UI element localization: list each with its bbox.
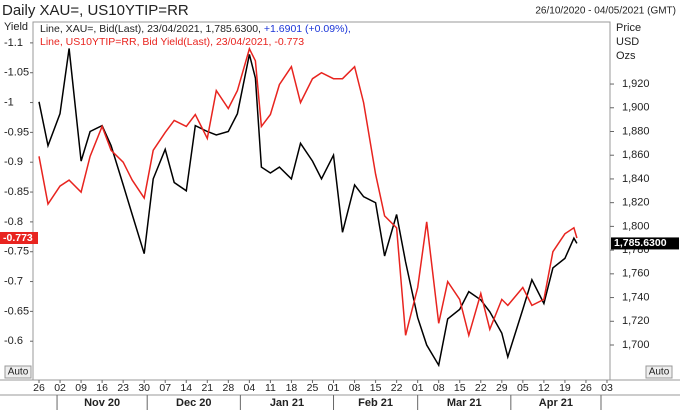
legend: Line, XAU=, Bid(Last), 23/04/2021, 1,785… [40, 23, 354, 48]
x-tick-label: 25 [307, 382, 319, 394]
x-tick-label: 26 [33, 382, 45, 394]
x-tick-label: 01 [328, 382, 340, 394]
y-tick-label: -0.6 [4, 335, 23, 347]
y2-tick-label: 1,920 [622, 78, 650, 90]
y-tick-label: -0.9 [4, 156, 23, 168]
y-tick-label: -1 [4, 96, 14, 108]
x-tick-label: 22 [391, 382, 403, 394]
y-tick-label: -0.7 [4, 275, 23, 287]
series-line [38, 46, 578, 339]
y-tick-label: -1.1 [4, 37, 23, 49]
y2-tick-label: 1,860 [622, 149, 650, 161]
plot-frame [32, 21, 611, 381]
y2-tick-label: 1,720 [622, 315, 650, 327]
auto-label[interactable]: Auto [8, 367, 29, 378]
x-group-label: Mar 21 [447, 397, 482, 409]
y2-axis-label: Price [616, 22, 641, 34]
y-tick-label: -0.8 [4, 216, 23, 228]
y2-tick-label: 1,840 [622, 173, 650, 185]
last-value-flag [0, 231, 38, 244]
x-tick-label: 30 [138, 382, 150, 394]
chart-title: Daily XAU=, US10YTIP=RR [2, 2, 189, 19]
x-group-label: Feb 21 [358, 397, 393, 409]
x-tick-label: 12 [538, 382, 550, 394]
x-tick-label: 11 [265, 382, 276, 394]
x-tick-label: 23 [117, 382, 129, 394]
x-tick-label: 29 [496, 382, 508, 394]
x-group-label: Nov 20 [84, 397, 120, 409]
x-tick-label: 02 [54, 382, 66, 394]
auto-button[interactable] [645, 365, 673, 379]
x-tick-label: 15 [370, 382, 382, 394]
x-tick-label: 01 [412, 382, 424, 394]
x-tick-label: 08 [433, 382, 445, 394]
x-tick-label: 18 [286, 382, 298, 394]
series-line [38, 48, 578, 368]
y2-tick-label: 1,820 [622, 197, 650, 209]
date-range: 26/10/2020 - 04/05/2021 (GMT) [535, 6, 676, 17]
x-group-label: Jan 21 [270, 397, 304, 409]
y2-tick-label: 1,700 [622, 339, 650, 351]
y-tick-label: -1.05 [4, 67, 29, 79]
x-tick-label: 22 [475, 382, 487, 394]
y2-tick-label: 1,760 [622, 268, 650, 280]
last-value-flag [611, 237, 679, 250]
auto-label[interactable]: Auto [649, 367, 670, 378]
y2-tick-label: 1,740 [622, 291, 650, 303]
x-tick-label: 28 [222, 382, 234, 394]
y-axis-label: Yield [4, 21, 28, 33]
y2-tick-label: 1,900 [622, 102, 650, 114]
x-tick-label: 14 [180, 382, 192, 394]
y2-axis-label: Ozs [616, 50, 636, 62]
y-tick-label: -0.85 [4, 186, 29, 198]
x-tick-label: 21 [201, 382, 213, 394]
x-tick-label: 09 [75, 382, 87, 394]
auto-button[interactable] [4, 365, 32, 379]
legend-change: +1.6901 (+0.09%), [264, 23, 351, 35]
last-value-label: 1,785.6300 [614, 237, 667, 249]
x-tick-label: 08 [349, 382, 361, 394]
y-tick-label: -0.65 [4, 305, 29, 317]
x-tick-label: 19 [559, 382, 571, 394]
x-tick-label: 26 [580, 382, 592, 394]
legend-entry: Line, US10YTIP=RR, Bid Yield(Last), 23/0… [40, 36, 304, 48]
x-group-label: Apr 21 [539, 397, 573, 409]
x-tick-label: 07 [159, 382, 171, 394]
last-value-label: -0.773 [3, 232, 33, 244]
y2-tick-label: 1,880 [622, 125, 650, 137]
x-group-label: Dec 20 [176, 397, 211, 409]
y2-tick-label: 1,800 [622, 220, 650, 232]
y-tick-label: -0.95 [4, 126, 29, 138]
y2-axis-label: USD [616, 36, 639, 48]
y-tick-label: -0.75 [4, 246, 29, 258]
legend-entry: Line, XAU=, Bid(Last), 23/04/2021, 1,785… [40, 23, 261, 35]
x-tick-label: 03 [601, 382, 613, 394]
x-tick-label: 05 [517, 382, 529, 394]
x-tick-label: 16 [96, 382, 108, 394]
x-tick-label: 04 [244, 382, 256, 394]
x-tick-label: 15 [454, 382, 466, 394]
